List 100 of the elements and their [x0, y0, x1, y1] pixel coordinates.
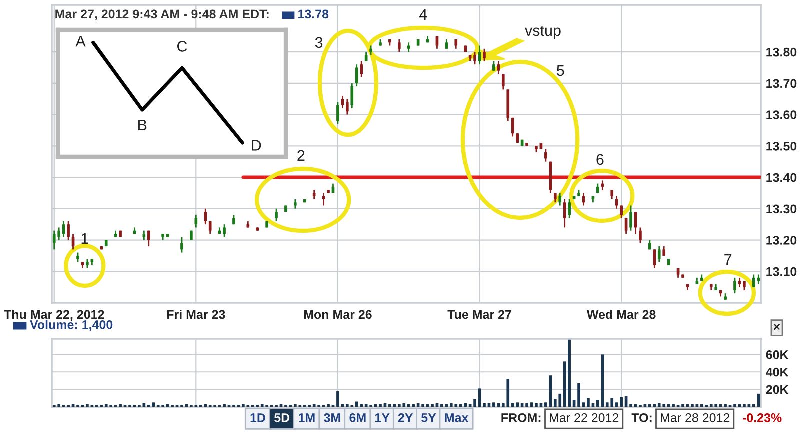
candlestick — [615, 196, 618, 210]
candlestick — [568, 198, 571, 219]
candlestick — [483, 48, 486, 62]
candlestick — [360, 60, 364, 78]
text: 5Y — [422, 414, 436, 422]
bar — [327, 404, 330, 407]
candlestick — [601, 180, 604, 191]
candlestick — [610, 189, 614, 200]
bar — [483, 404, 486, 407]
x-tick-label: Wed Mar 28 — [586, 310, 656, 320]
annotation: B — [138, 120, 147, 130]
candlestick — [630, 205, 632, 232]
bar — [336, 391, 340, 407]
candlestick — [662, 246, 666, 257]
text: TO: — [632, 414, 652, 422]
annotation: 4 — [420, 9, 428, 20]
candlestick — [223, 224, 226, 238]
candlestick — [639, 227, 642, 244]
candlestick — [180, 236, 184, 254]
candlestick — [734, 277, 736, 294]
y-tick-label: 13.70 — [766, 79, 797, 88]
candlestick — [653, 248, 656, 270]
bar — [431, 404, 434, 407]
bar — [223, 404, 226, 407]
text: 6M — [350, 414, 366, 422]
y-tick-label: 13.20 — [766, 236, 797, 245]
annotation: 7 — [724, 254, 732, 265]
bar — [86, 404, 89, 407]
y-tick-label: 13.30 — [766, 204, 797, 214]
y-tick-label: 13.50 — [766, 142, 797, 151]
y-tick-label: 40K — [766, 368, 789, 377]
x-tick-label: Thu Mar 22, 2012 — [4, 310, 104, 321]
text: 5D — [274, 414, 290, 422]
bar — [691, 404, 694, 407]
candlestick — [497, 60, 500, 75]
text: FROM: — [502, 414, 541, 422]
candlestick — [294, 198, 297, 210]
candlestick — [558, 192, 562, 206]
annotation: 2 — [298, 150, 305, 161]
annotation: 1 — [82, 233, 88, 244]
candlestick — [743, 280, 746, 292]
bar — [119, 404, 122, 407]
candlestick — [76, 252, 80, 263]
candlestick — [511, 117, 514, 138]
annotation: vstup — [525, 26, 561, 40]
y-tick-label: 60K — [766, 350, 789, 360]
chart-subtitle: 13.78 — [298, 10, 329, 19]
text: 1D — [250, 414, 266, 422]
candlestick — [544, 148, 548, 163]
text: 2Y — [398, 414, 414, 422]
bar — [578, 383, 580, 407]
candlestick — [554, 192, 557, 204]
annotation: C — [178, 41, 188, 52]
y-tick-label: 13.80 — [766, 48, 797, 57]
x-tick-label: Fri Mar 23 — [167, 310, 226, 320]
candlestick — [86, 258, 89, 270]
annotation: 6 — [596, 154, 604, 166]
candlestick — [492, 60, 496, 72]
text: Mar 22 2012 — [550, 414, 619, 422]
chart-title: Volume: 1,400 — [30, 320, 113, 332]
candlestick — [445, 38, 448, 50]
candlestick — [563, 198, 566, 228]
bar — [630, 404, 632, 407]
y-tick-label: 13.40 — [766, 173, 797, 182]
bar — [672, 404, 675, 407]
candlestick — [350, 82, 354, 110]
x-tick-label: Mon Mar 26 — [304, 310, 372, 320]
candlestick — [502, 73, 505, 90]
text: × — [774, 324, 780, 330]
candlestick — [147, 230, 150, 248]
bar — [526, 404, 528, 407]
bar — [440, 404, 444, 407]
bar — [734, 404, 736, 407]
candlestick — [454, 38, 458, 50]
annotation: D — [252, 140, 262, 151]
bar — [492, 402, 496, 407]
bar — [743, 404, 746, 407]
candlestick — [370, 45, 372, 56]
text: Max — [445, 414, 469, 422]
candlestick — [355, 64, 358, 88]
bar — [682, 404, 684, 407]
text: 1Y — [376, 414, 390, 422]
candlestick — [208, 220, 212, 235]
annotation: 5 — [557, 65, 564, 76]
annotation: 3 — [315, 37, 323, 48]
annotation: A — [76, 36, 86, 47]
candlestick — [312, 189, 316, 200]
bar — [474, 399, 476, 407]
candlestick — [346, 98, 349, 116]
bar — [535, 404, 538, 407]
bar — [587, 398, 590, 407]
candlestick — [275, 208, 278, 222]
bar — [582, 402, 586, 407]
y-tick-label: 13.10 — [766, 267, 797, 276]
chart-title: Mar 27, 2012 9:43 AM - 9:48 AM EDT: — [56, 10, 269, 20]
y-tick-label: 20K — [766, 385, 789, 394]
bar — [379, 404, 382, 407]
y-tick-label: 13.60 — [766, 110, 797, 120]
x-tick-label: Tue Mar 27 — [448, 310, 512, 320]
bar — [724, 404, 727, 407]
